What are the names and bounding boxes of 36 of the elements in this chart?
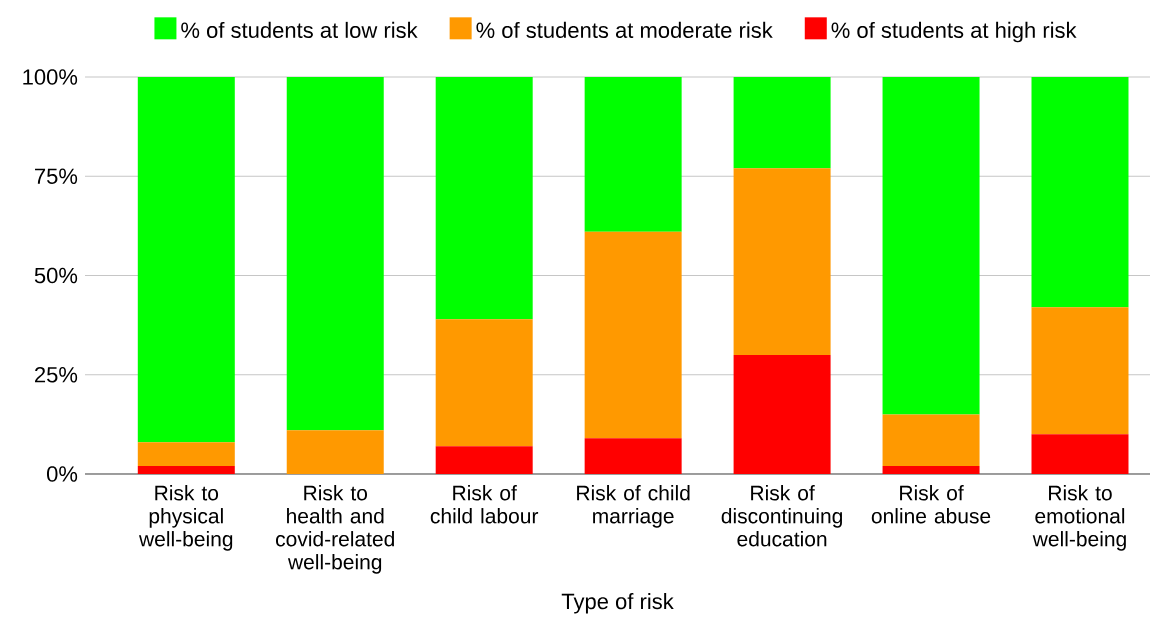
x-axis-title: Type of risk	[561, 593, 674, 614]
x-tick-label: Risk of child labour	[430, 485, 539, 524]
legend-label: % of students at high risk	[831, 21, 1077, 43]
bar	[435, 446, 533, 474]
x-tick-label: Risk of online abuse	[871, 485, 991, 524]
y-tick-label: 0%	[46, 466, 78, 482]
bar	[733, 168, 831, 355]
bar	[1031, 307, 1129, 435]
legend-label: % of students at low risk	[181, 21, 418, 39]
bar	[137, 466, 235, 474]
bar	[1031, 76, 1129, 308]
y-tick-label: 100%	[23, 69, 78, 85]
bar	[286, 430, 384, 474]
bar	[882, 414, 980, 467]
x-tick-label: Risk to physical well-being	[138, 485, 233, 551]
bar	[733, 354, 831, 474]
bar	[584, 76, 682, 232]
x-tick-label: Risk of discontinuing education	[721, 485, 842, 547]
bar	[584, 438, 682, 474]
bar	[1031, 434, 1129, 474]
bar	[286, 76, 384, 431]
y-tick-label: 25%	[35, 366, 78, 383]
x-tick-label: Risk of child marriage	[577, 485, 690, 528]
bar	[435, 319, 533, 447]
bar	[435, 76, 533, 320]
x-tick-label: Risk to emotional well-being	[1032, 485, 1126, 551]
x-tick-label: Risk to health and covid-related well-being	[276, 485, 394, 574]
bar	[584, 231, 682, 439]
bar	[137, 76, 235, 443]
legend-label: % of students at moderate risk	[476, 21, 773, 39]
bar	[882, 76, 980, 415]
bar	[882, 466, 980, 474]
y-tick-label: 50%	[34, 267, 78, 284]
bar	[137, 442, 235, 467]
y-tick-label: 75%	[35, 168, 78, 184]
bar	[733, 76, 831, 169]
